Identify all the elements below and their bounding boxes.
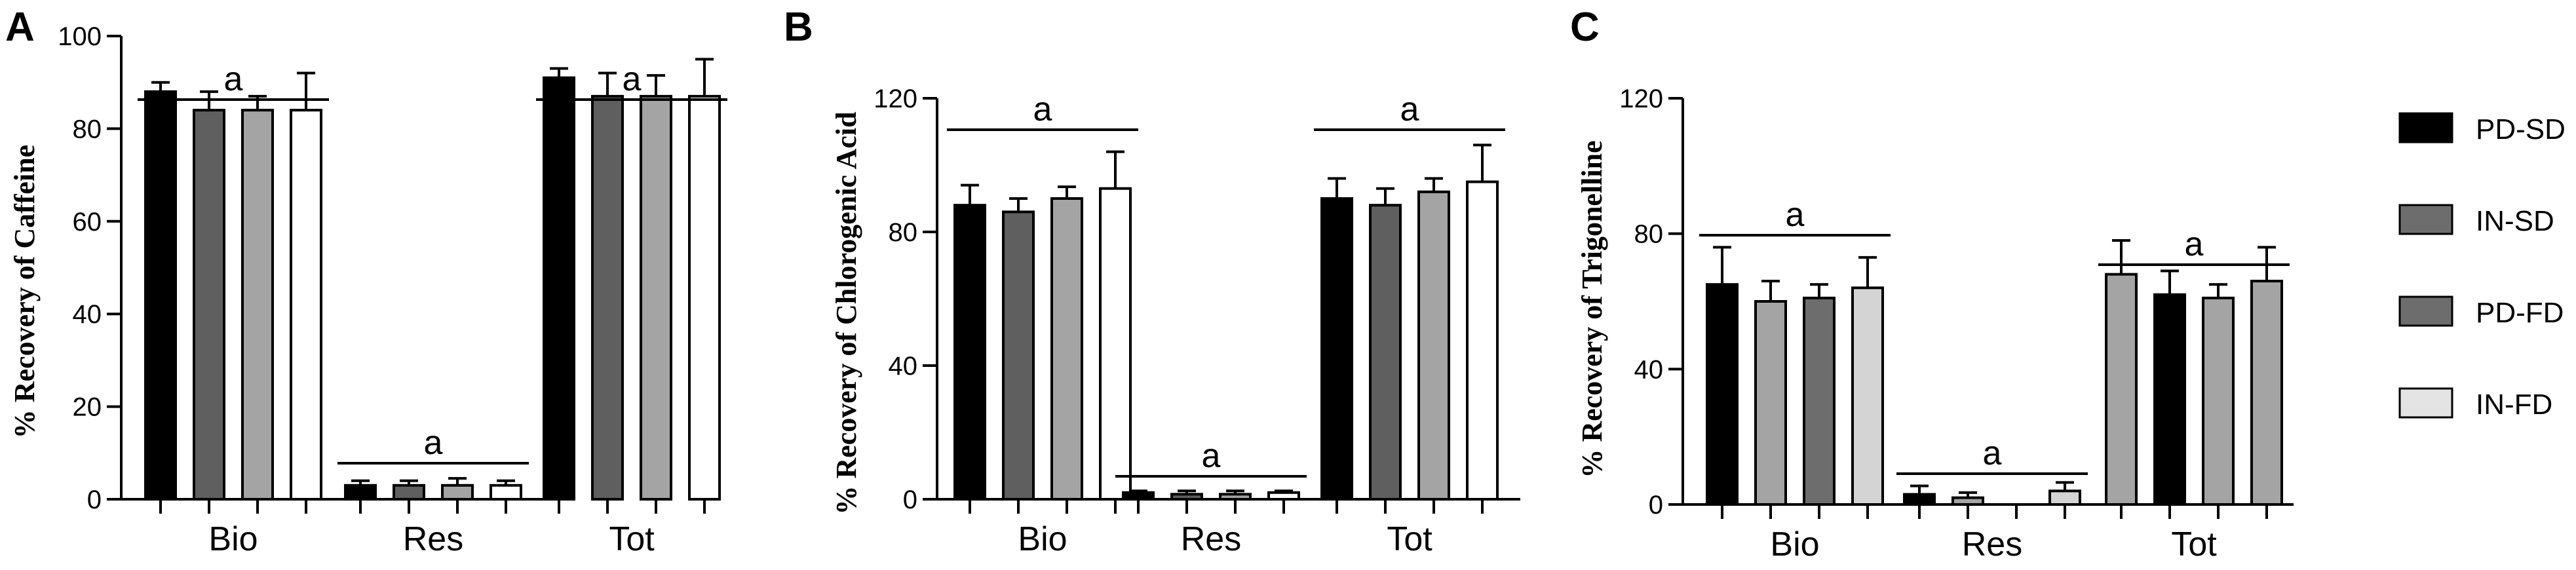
bar xyxy=(2048,489,2081,506)
legend-label-pd-sd: PD-SD xyxy=(2476,113,2566,145)
significance-label: a xyxy=(1786,196,1805,234)
bar xyxy=(1466,180,1499,501)
panel-letter: B xyxy=(784,5,813,50)
panel-a: A % Recovery of Caffeine 0 20 40 60 80 100 Bio… xyxy=(5,5,727,558)
category-label: Bio xyxy=(1018,520,1067,558)
bar xyxy=(1099,187,1132,501)
bar xyxy=(490,484,522,501)
category-label: Res xyxy=(1181,520,1241,558)
bar xyxy=(640,94,672,501)
legend-label-in-fd: IN-FD xyxy=(2476,389,2552,421)
bar xyxy=(591,94,624,501)
y-tick-label: 120 xyxy=(874,85,917,113)
y-tick-label: 60 xyxy=(73,208,102,237)
category-label: Tot xyxy=(1387,520,1432,558)
bar xyxy=(1851,286,1884,506)
bar xyxy=(1267,491,1300,501)
y-tick-label: 40 xyxy=(889,352,918,381)
bar xyxy=(953,204,986,501)
y-tick-label: 0 xyxy=(903,485,917,514)
y-tick-label: 80 xyxy=(1634,220,1664,249)
bar xyxy=(1369,204,1402,501)
legend-swatch-pd-sd xyxy=(2398,112,2453,143)
significance-label: a xyxy=(1202,437,1221,475)
bar xyxy=(193,109,225,501)
y-axis-label: % Recovery of Trigonelline xyxy=(1576,140,1608,478)
significance-label: a xyxy=(424,424,443,462)
y-tick-label: 40 xyxy=(1634,355,1664,384)
bar xyxy=(1903,493,1936,506)
y-tick-label: 0 xyxy=(1649,491,1663,520)
bar xyxy=(144,90,177,501)
y-tick-label: 0 xyxy=(87,485,102,514)
bar xyxy=(1706,283,1739,506)
y-axis-label: % Recovery of Caffeine xyxy=(9,145,41,438)
panel-letter: A xyxy=(5,5,35,50)
significance-label: a xyxy=(1983,434,2002,472)
category-label: Tot xyxy=(2171,525,2217,563)
bar xyxy=(1122,491,1155,501)
bar xyxy=(1219,493,1252,501)
significance-label: a xyxy=(2185,225,2204,263)
legend-swatch-in-fd xyxy=(2398,387,2453,419)
bar xyxy=(688,94,721,501)
bar xyxy=(393,484,425,501)
y-tick-label: 80 xyxy=(73,115,102,143)
y-tick-label: 20 xyxy=(73,393,102,422)
bar xyxy=(1170,493,1203,501)
bar xyxy=(1951,496,1984,506)
legend-swatch-pd-fd xyxy=(2398,295,2453,327)
bar xyxy=(543,76,575,501)
significance-label: a xyxy=(1400,90,1419,128)
bar xyxy=(1754,300,1787,506)
significance-label: a xyxy=(1033,90,1052,128)
significance-label: a xyxy=(224,60,243,98)
legend-label-in-sd: IN-SD xyxy=(2476,205,2554,237)
category-label: Tot xyxy=(609,520,655,558)
category-label: Res xyxy=(1962,525,2022,563)
bar xyxy=(1803,296,1836,506)
significance-label: a xyxy=(623,60,642,98)
bar xyxy=(441,484,474,501)
bar xyxy=(290,109,322,501)
y-axis-label: % Recovery of Chlorogenic Acid xyxy=(830,111,862,514)
category-label: Bio xyxy=(1770,525,1819,563)
y-tick-label: 40 xyxy=(73,300,102,329)
bar xyxy=(1320,197,1353,501)
panel-b: B % Recovery of Chlorogenic Acid 0 40 80 12… xyxy=(784,5,1520,558)
bar xyxy=(1002,210,1035,501)
bar xyxy=(2202,296,2235,506)
bar xyxy=(2105,273,2138,506)
y-tick-label: 100 xyxy=(58,22,102,51)
y-tick-label: 80 xyxy=(889,218,918,247)
bar xyxy=(344,484,377,501)
category-label: Bio xyxy=(208,520,258,558)
bar xyxy=(2250,280,2283,506)
legend-label-pd-fd: PD-FD xyxy=(2476,297,2564,329)
panel-letter: C xyxy=(1570,5,1600,50)
bar xyxy=(1417,190,1450,501)
panel-c: C % Recovery of Trigonelline 0 40 80 120 Bio… xyxy=(1570,5,2294,563)
category-label: Res xyxy=(403,520,463,558)
legend: PD-SD IN-SD PD-FD IN-FD xyxy=(2398,112,2566,421)
bar xyxy=(1050,197,1083,501)
bar xyxy=(2153,293,2186,506)
legend-swatch-in-sd xyxy=(2398,204,2453,235)
bar xyxy=(241,109,274,501)
y-tick-label: 120 xyxy=(1619,85,1663,113)
